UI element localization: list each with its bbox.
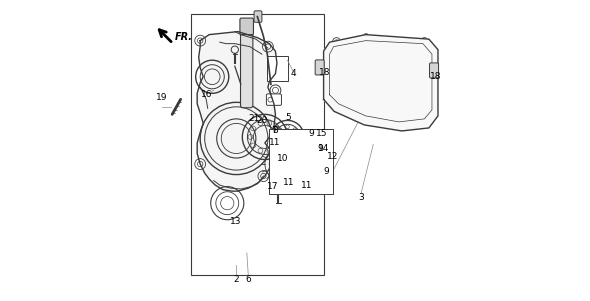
Text: 4: 4 bbox=[291, 69, 296, 78]
Text: 6: 6 bbox=[245, 275, 251, 284]
Circle shape bbox=[270, 152, 293, 176]
Text: 19: 19 bbox=[156, 93, 168, 102]
FancyBboxPatch shape bbox=[267, 56, 289, 81]
Text: 2: 2 bbox=[234, 275, 239, 284]
Text: 10: 10 bbox=[277, 154, 289, 163]
Text: 18: 18 bbox=[319, 68, 330, 77]
Text: 14: 14 bbox=[318, 144, 329, 154]
Text: 20: 20 bbox=[256, 116, 268, 125]
FancyBboxPatch shape bbox=[241, 28, 253, 108]
Text: 9: 9 bbox=[324, 167, 329, 176]
Text: FR.: FR. bbox=[175, 32, 192, 42]
Text: 11: 11 bbox=[301, 181, 313, 190]
Polygon shape bbox=[323, 35, 438, 131]
Text: 8: 8 bbox=[273, 126, 278, 135]
Text: 18: 18 bbox=[430, 72, 442, 81]
Text: 11: 11 bbox=[283, 178, 294, 187]
Bar bbox=[270, 129, 333, 194]
Text: 3: 3 bbox=[358, 193, 364, 202]
FancyBboxPatch shape bbox=[315, 60, 324, 75]
Text: 5: 5 bbox=[286, 113, 291, 122]
Text: 9: 9 bbox=[309, 129, 314, 138]
FancyBboxPatch shape bbox=[267, 94, 281, 105]
FancyBboxPatch shape bbox=[254, 11, 262, 22]
Text: 13: 13 bbox=[230, 217, 241, 226]
Text: 21: 21 bbox=[248, 114, 260, 123]
Text: 12: 12 bbox=[327, 152, 338, 161]
Text: 15: 15 bbox=[316, 129, 327, 138]
Text: 7: 7 bbox=[271, 126, 277, 135]
Text: 11: 11 bbox=[269, 138, 280, 147]
Text: 17: 17 bbox=[267, 182, 278, 191]
Text: 9: 9 bbox=[317, 144, 323, 154]
FancyBboxPatch shape bbox=[240, 18, 254, 35]
Polygon shape bbox=[197, 32, 277, 191]
Bar bbox=[191, 14, 323, 275]
FancyBboxPatch shape bbox=[430, 63, 438, 78]
Text: 16: 16 bbox=[201, 90, 212, 99]
